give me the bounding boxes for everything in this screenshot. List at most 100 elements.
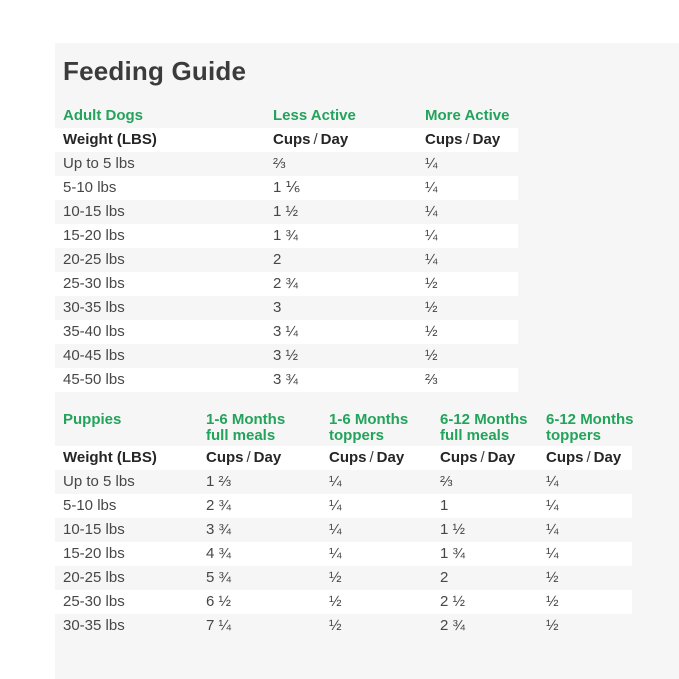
value-cell: ¼	[546, 473, 559, 490]
more-active-value: ½	[425, 323, 438, 340]
less-active-value: 3	[273, 299, 282, 316]
column-header-more-active: More Active	[425, 107, 510, 124]
puppies-section-header-row: Puppies 1-6 Months full meals 1-6 Months t…	[55, 409, 634, 446]
more-active-value: ¼	[425, 251, 438, 268]
value-cell: ¼	[329, 545, 342, 562]
table-row: 40-45 lbs 3 ½ ½	[55, 344, 518, 368]
value-cell: ½	[329, 617, 342, 634]
table-row: 15-20 lbs 1 ¾ ¼	[55, 224, 518, 248]
value-cell: 1 ⅔	[206, 473, 232, 490]
value-cell: ½	[546, 569, 559, 586]
value-cell: 2	[440, 569, 449, 586]
table-row: Up to 5 lbs ⅔ ¼	[55, 152, 518, 176]
less-active-value: 3 ¾	[273, 371, 299, 388]
value-cell: ¼	[329, 473, 342, 490]
feeding-guide-panel: Feeding Guide Adult Dogs Less Active Mor…	[55, 43, 679, 679]
less-active-value: 2	[273, 251, 282, 268]
value-cell: ¼	[546, 545, 559, 562]
cups-per-day-header: Cups / Day	[440, 449, 516, 466]
value-cell: 3 ¾	[206, 521, 232, 538]
adult-section-header-row: Adult Dogs Less Active More Active	[55, 104, 518, 128]
table-row: 20-25 lbs 5 ¾ ½ 2 ½	[55, 566, 632, 590]
less-active-value: 2 ¾	[273, 275, 299, 292]
value-cell: 2 ¾	[206, 497, 232, 514]
cups-per-day-header: Cups / Day	[206, 449, 282, 466]
cups-per-day-header: Cups / Day	[329, 449, 405, 466]
weight-cell: 45-50 lbs	[63, 371, 125, 388]
less-active-value: 3 ½	[273, 347, 299, 364]
weight-cell: 15-20 lbs	[63, 227, 125, 244]
value-cell: ¼	[329, 497, 342, 514]
weight-header: Weight (LBS)	[63, 131, 157, 148]
weight-cell: 15-20 lbs	[63, 545, 125, 562]
weight-cell: 25-30 lbs	[63, 275, 125, 292]
weight-cell: 20-25 lbs	[63, 251, 125, 268]
value-cell: 4 ¾	[206, 545, 232, 562]
adult-column-header-row: Weight (LBS) Cups / Day Cups / Day	[55, 128, 518, 152]
value-cell: ½	[546, 593, 559, 610]
less-active-value: 1 ½	[273, 203, 299, 220]
table-row: 10-15 lbs 3 ¾ ¼ 1 ½ ¼	[55, 518, 632, 542]
section-label-puppies: Puppies	[63, 411, 122, 428]
table-row: 5-10 lbs 1 ⅙ ¼	[55, 176, 518, 200]
cups-per-day-header: Cups / Day	[273, 131, 349, 148]
weight-cell: Up to 5 lbs	[63, 473, 135, 490]
value-cell: ¼	[546, 497, 559, 514]
value-cell: 2 ½	[440, 593, 466, 610]
puppies-column-header-row: Weight (LBS) Cups / Day Cups / Day Cups / Day …	[55, 446, 632, 470]
cups-per-day-header: Cups / Day	[546, 449, 622, 466]
value-cell: ¼	[329, 521, 342, 538]
less-active-value: 1 ¾	[273, 227, 299, 244]
more-active-value: ¼	[425, 227, 438, 244]
weight-cell: 5-10 lbs	[63, 179, 117, 196]
table-row: 5-10 lbs 2 ¾ ¼ 1 ¼	[55, 494, 632, 518]
table-row: 10-15 lbs 1 ½ ¼	[55, 200, 518, 224]
table-row: 25-30 lbs 2 ¾ ½	[55, 272, 518, 296]
weight-cell: 20-25 lbs	[63, 569, 125, 586]
less-active-value: 1 ⅙	[273, 179, 301, 196]
table-row: 30-35 lbs 3 ½	[55, 296, 518, 320]
less-active-value: 3 ¼	[273, 323, 299, 340]
table-row: 15-20 lbs 4 ¾ ¼ 1 ¾ ¼	[55, 542, 632, 566]
weight-cell: 25-30 lbs	[63, 593, 125, 610]
value-cell: 6 ½	[206, 593, 232, 610]
value-cell: ⅔	[440, 473, 453, 490]
more-active-value: ¼	[425, 203, 438, 220]
table-row: 25-30 lbs 6 ½ ½ 2 ½ ½	[55, 590, 632, 614]
more-active-value: ¼	[425, 155, 438, 172]
more-active-value: ⅔	[425, 371, 438, 388]
weight-header: Weight (LBS)	[63, 449, 157, 466]
column-header-1-6-months-toppers: 1-6 Months toppers	[329, 411, 409, 444]
column-header-1-6-months-full-meals: 1-6 Months full meals	[206, 411, 286, 444]
weight-cell: 30-35 lbs	[63, 299, 125, 316]
table-row: Up to 5 lbs 1 ⅔ ¼ ⅔ ¼	[55, 470, 632, 494]
more-active-value: ½	[425, 299, 438, 316]
section-label-adult-dogs: Adult Dogs	[63, 107, 143, 124]
value-cell: ¼	[546, 521, 559, 538]
weight-cell: 35-40 lbs	[63, 323, 125, 340]
weight-cell: 30-35 lbs	[63, 617, 125, 634]
cups-per-day-header: Cups / Day	[425, 131, 501, 148]
more-active-value: ½	[425, 275, 438, 292]
table-row: 35-40 lbs 3 ¼ ½	[55, 320, 518, 344]
column-header-6-12-months-toppers: 6-12 Months toppers	[546, 411, 634, 444]
value-cell: ½	[546, 617, 559, 634]
value-cell: ½	[329, 593, 342, 610]
puppies-table: Puppies 1-6 Months full meals 1-6 Months t…	[55, 409, 679, 638]
weight-cell: Up to 5 lbs	[63, 155, 135, 172]
less-active-value: ⅔	[273, 155, 286, 172]
table-row: 20-25 lbs 2 ¼	[55, 248, 518, 272]
weight-cell: 40-45 lbs	[63, 347, 125, 364]
value-cell: 2 ¾	[440, 617, 466, 634]
value-cell: 1 ½	[440, 521, 466, 538]
table-row: 30-35 lbs 7 ¼ ½ 2 ¾ ½	[55, 614, 632, 638]
weight-cell: 5-10 lbs	[63, 497, 117, 514]
column-header-6-12-months-full-meals: 6-12 Months full meals	[440, 411, 528, 444]
table-row: 45-50 lbs 3 ¾ ⅔	[55, 368, 518, 392]
weight-cell: 10-15 lbs	[63, 203, 125, 220]
value-cell: 1 ¾	[440, 545, 466, 562]
value-cell: 5 ¾	[206, 569, 232, 586]
value-cell: 1	[440, 497, 449, 514]
adult-dogs-table: Adult Dogs Less Active More Active Weigh…	[55, 104, 679, 392]
weight-cell: 10-15 lbs	[63, 521, 125, 538]
